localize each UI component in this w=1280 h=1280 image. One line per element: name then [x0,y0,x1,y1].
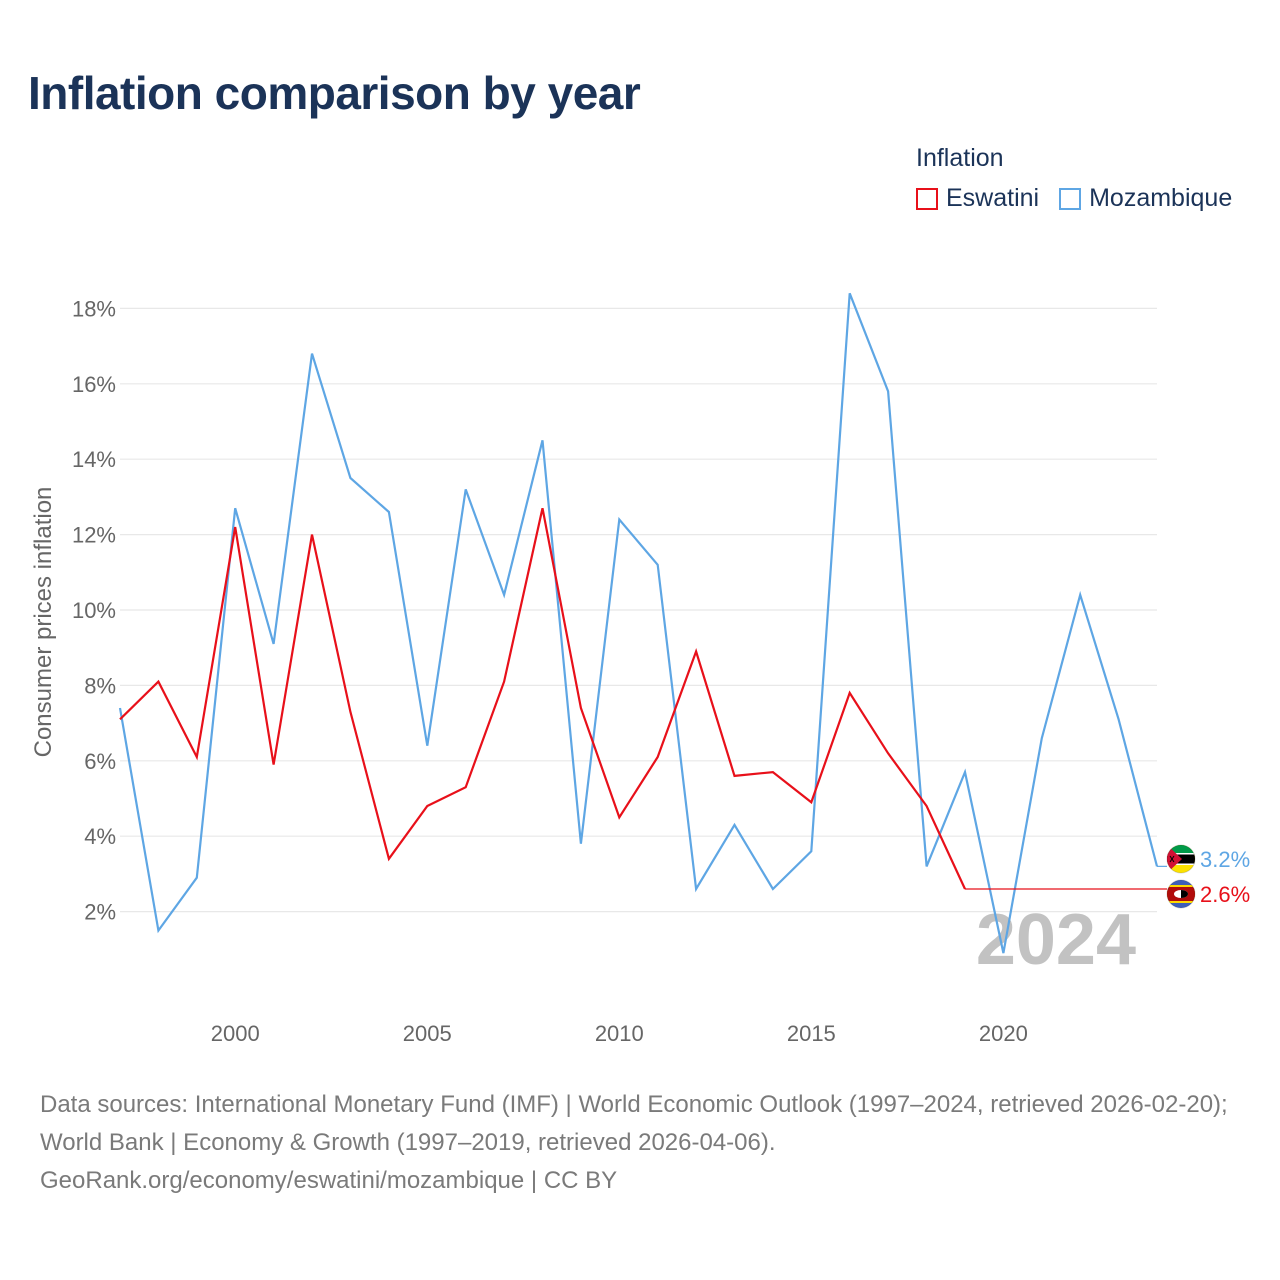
x-tick-label: 2010 [595,1021,644,1046]
legend-title: Inflation [916,144,1004,172]
chart-title: Inflation comparison by year [28,67,641,119]
line-chart: 2% 4% 6% 8% 10% 12% 14% 16% 18% 2000 2005 2010 2015… [30,292,1250,1046]
legend-label-mozambique: Mozambique [1089,184,1233,212]
x-tick-label: 2005 [403,1021,452,1046]
series-line-eswatini[interactable] [119,507,966,890]
x-axis-ticks: 2000 2005 2010 2015 2020 [211,1021,1028,1046]
legend-label-eswatini: Eswatini [946,184,1040,212]
eswatini-flag-icon [1166,879,1196,909]
y-tick-label: 6% [84,749,116,774]
legend-item-eswatini[interactable]: Eswatini [916,184,1039,213]
y-tick-label: 18% [72,296,116,321]
legend-item-mozambique[interactable]: Mozambique [1059,184,1232,213]
credit-text: GeoRank.org/economy/eswatini/mozambique … [40,1167,618,1194]
x-tick-label: 2015 [787,1021,836,1046]
y-axis-label: Consumer prices inflation [30,487,57,758]
end-value-label-eswatini: 2.6% [1200,882,1250,907]
legend: Eswatini Mozambique [916,184,1252,213]
legend-swatch-mozambique [1059,187,1082,210]
end-value-label-mozambique: 3.2% [1200,847,1250,872]
y-tick-label: 12% [72,523,116,548]
x-tick-label: 2020 [979,1021,1028,1046]
footer: Data sources: International Monetary Fun… [40,1086,1250,1200]
data-sources-text: Data sources: International Monetary Fun… [40,1091,1228,1156]
mozambique-flag-icon [1166,844,1196,874]
legend-swatch-eswatini [916,187,938,210]
end-markers: 3.2% 2.6% [964,844,1250,909]
series-line-mozambique[interactable] [118,292,1159,954]
y-tick-label: 4% [84,824,116,849]
year-watermark: 2024 [976,900,1136,980]
y-tick-label: 8% [84,673,116,698]
y-axis-ticks: 2% 4% 6% 8% 10% 12% 14% 16% 18% [72,296,116,924]
y-tick-label: 10% [72,598,116,623]
gridlines [120,307,1157,913]
y-tick-label: 16% [72,372,116,397]
series-lines [118,292,1159,954]
x-tick-label: 2000 [211,1021,260,1046]
y-tick-label: 14% [72,447,116,472]
y-tick-label: 2% [84,900,116,925]
